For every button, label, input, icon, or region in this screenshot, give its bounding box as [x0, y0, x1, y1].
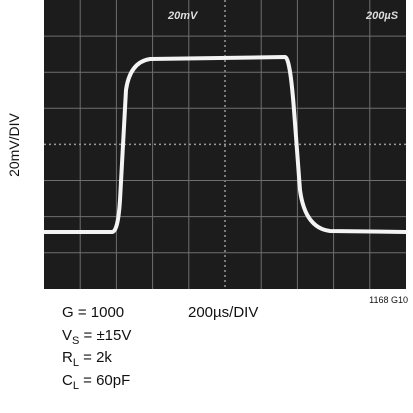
screen-label: 200µS	[365, 10, 399, 22]
figure: 20mV 200µS 20mV/DIV 200µs/DIV 1168 G10 G…	[0, 0, 413, 408]
screen-label: 20mV	[167, 10, 199, 22]
y-axis-label: 20mV/DIV	[6, 112, 22, 176]
x-axis-label: 200µs/DIV	[188, 304, 258, 321]
condition: G = 1000	[62, 304, 124, 321]
symbol: V	[62, 327, 72, 344]
value: = 2k	[79, 349, 112, 366]
page: {"screen": {"top_left_label": "20mV", "t…	[0, 0, 413, 408]
figure-id: 1168 G10	[369, 295, 408, 305]
symbol: C	[62, 372, 73, 389]
condition: CL = 60pF	[62, 372, 130, 392]
condition: VS = ±15V	[62, 327, 131, 347]
value: = 60pF	[79, 372, 130, 389]
value: = ±15V	[79, 327, 131, 344]
condition: RL = 2k	[62, 349, 112, 369]
subscript: S	[72, 335, 79, 347]
symbol: R	[62, 349, 73, 366]
